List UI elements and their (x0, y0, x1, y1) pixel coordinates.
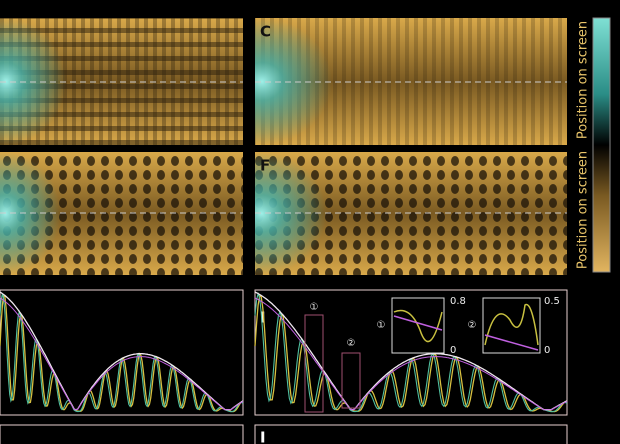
curve (254, 291, 568, 411)
callout: ① (310, 302, 319, 313)
inset-marker: ② (468, 320, 477, 331)
highlight-box (304, 314, 324, 413)
heatmap-f (255, 152, 567, 275)
callout: ② (347, 338, 356, 349)
plot-frame (254, 424, 568, 444)
panel-label: I (260, 309, 266, 327)
inset-marker: ① (377, 320, 386, 331)
inset-tick: 0.8 (450, 296, 466, 307)
inset: 0.8 0 ① (377, 296, 466, 356)
curve (0, 297, 244, 411)
panel-label: I (260, 429, 266, 444)
curve (0, 291, 244, 411)
panel-label: F (260, 157, 270, 175)
heatmap-a (0, 18, 243, 145)
curve (0, 294, 244, 413)
curves (0, 291, 568, 413)
colorbar (592, 17, 611, 273)
plot-frame (254, 289, 568, 416)
curve (254, 294, 568, 413)
plot-frame (0, 424, 244, 444)
heatmap-c (255, 18, 567, 145)
inset: 0.5 0 ② (468, 296, 560, 356)
plot-frame (0, 289, 244, 416)
inset-tick: 0 (544, 345, 550, 356)
panel-label: C (260, 23, 271, 41)
highlight-box (341, 352, 361, 409)
inset-tick: 0.5 (544, 296, 560, 307)
colorbar-label: Position on screen (576, 151, 591, 269)
heatmap-e (0, 152, 243, 275)
curve (254, 297, 568, 411)
colorbar-label: Position on screen (576, 21, 591, 139)
inset-tick: 0 (450, 345, 456, 356)
